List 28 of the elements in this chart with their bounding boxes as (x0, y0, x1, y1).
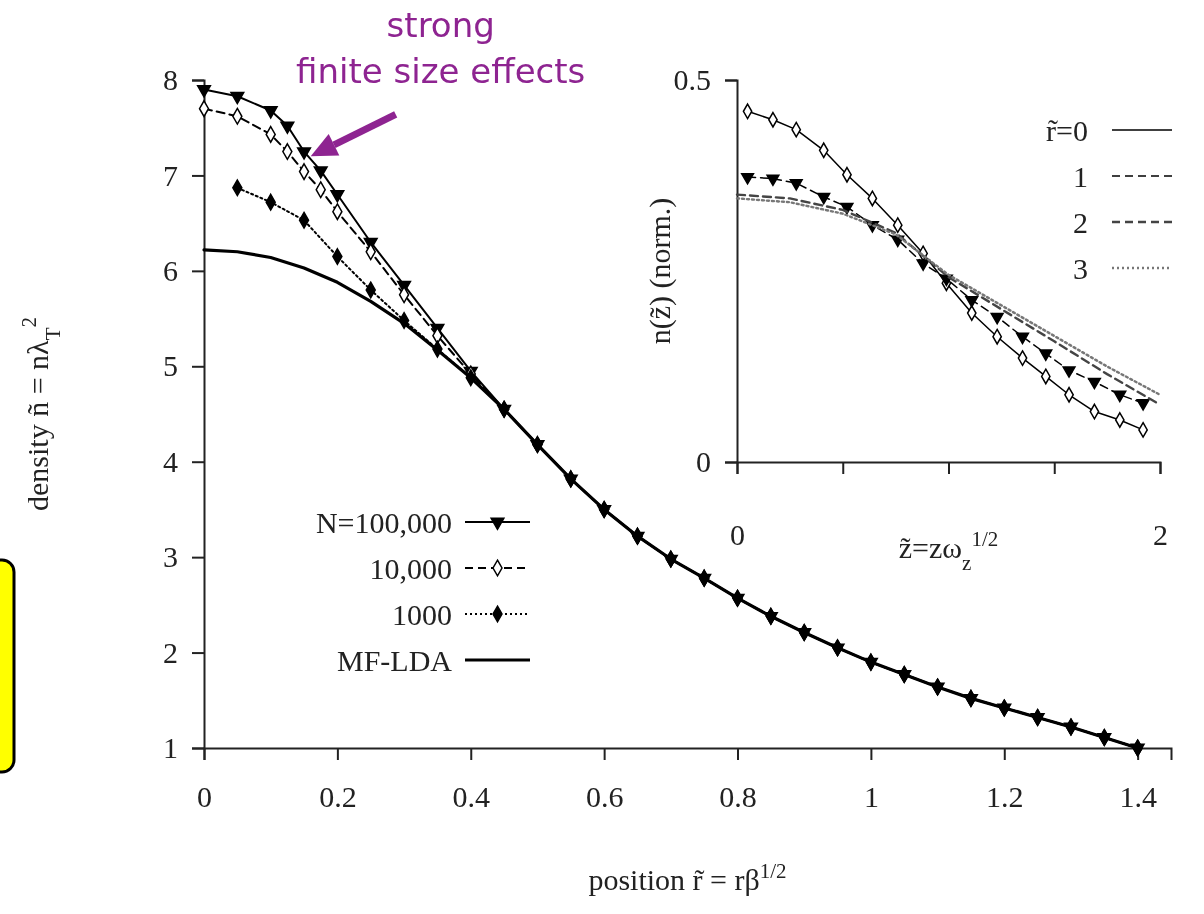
y-axis-title: n(z̃) (norm.) (643, 197, 677, 345)
y-tick-label: 4 (163, 444, 178, 478)
annotation: strong finite size effects (296, 5, 586, 92)
y-tick-label: 7 (163, 158, 178, 192)
x-axis-title: position r̃ = rβ$^{1/2}$ (588, 859, 787, 896)
y-tick-label: 5 (163, 349, 178, 383)
x-tick-label: 0.8 (719, 780, 757, 814)
legend-label: N=100,000 (315, 505, 452, 539)
y-tick-label: 3 (163, 540, 178, 574)
legend-label: 1000 (392, 597, 452, 631)
x-tick-label: 1.4 (1119, 780, 1157, 814)
y-tick-label: 2 (163, 635, 178, 669)
legend-label: MF-LDA (336, 643, 453, 677)
x-tick-label: 1.2 (986, 780, 1024, 814)
legend-label: 1 (1073, 159, 1088, 193)
y-tick-label: 6 (163, 253, 178, 287)
legend-label: 3 (1073, 251, 1088, 285)
x-tick-label: 0.6 (585, 780, 624, 814)
x-tick-label: 1 (863, 780, 879, 814)
y-tick-label: 1 (163, 731, 178, 765)
y-tick-label: 8 (163, 63, 178, 97)
x-tick-label: 0.2 (319, 780, 357, 814)
x-tick-label: 0 (197, 780, 212, 814)
y-tick-label: 0.5 (673, 63, 711, 97)
legend-label: 10,000 (369, 551, 452, 585)
legend-label: 2 (1073, 205, 1088, 239)
x-tick-label: 0.4 (452, 780, 491, 814)
legend-label: r̃=0 (1046, 113, 1088, 147)
